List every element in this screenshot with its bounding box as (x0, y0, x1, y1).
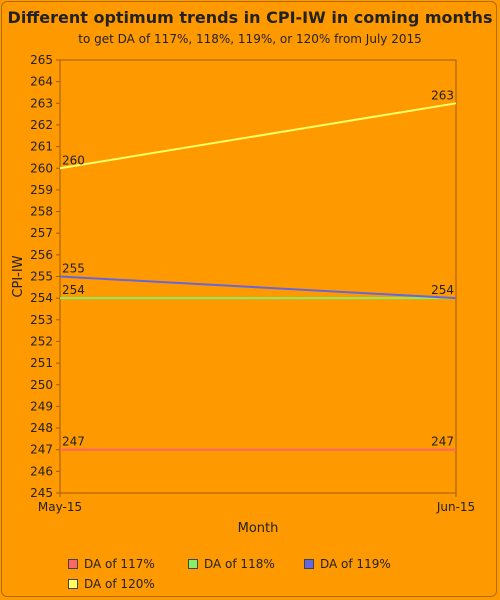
y-tick-label: 260 (30, 161, 53, 175)
y-tick-label: 256 (30, 248, 53, 262)
y-tick-label: 248 (30, 421, 53, 435)
y-tick-label: 262 (30, 118, 53, 132)
data-label: 263 (431, 88, 454, 102)
plot-area (59, 59, 457, 494)
y-tick-label: 255 (30, 270, 53, 284)
series-line (59, 275, 457, 300)
data-label: 255 (62, 262, 85, 276)
y-tick-label: 264 (30, 75, 53, 89)
x-tick-label: Jun-15 (436, 500, 475, 514)
data-label: 254 (431, 283, 454, 297)
x-tick-label: May-15 (38, 500, 82, 514)
data-label: 247 (431, 435, 454, 449)
y-tick-label: 250 (30, 378, 53, 392)
y-axis-label: CPI-IW (11, 255, 26, 297)
y-tick-label: 263 (30, 96, 53, 110)
y-tick-label: 245 (30, 486, 53, 500)
data-label: 260 (62, 153, 85, 167)
y-tick-label: 251 (30, 356, 53, 370)
series-line (59, 102, 457, 170)
y-tick-label: 261 (30, 140, 53, 154)
x-axis-label: Month (238, 521, 279, 536)
y-tick-label: 259 (30, 183, 53, 197)
chart-subtitle: to get DA of 117%, 118%, 119%, or 120% f… (78, 32, 422, 46)
chart-title: Different optimum trends in CPI-IW in co… (7, 8, 493, 27)
data-label: 254 (62, 283, 85, 297)
y-tick-label: 246 (30, 464, 53, 478)
y-tick-label: 252 (30, 334, 53, 348)
y-tick-label: 247 (30, 443, 53, 457)
y-tick-label: 253 (30, 313, 53, 327)
y-tick-label: 254 (30, 291, 53, 305)
y-tick-label: 258 (30, 205, 53, 219)
y-tick-label: 249 (30, 399, 53, 413)
data-label: 247 (62, 435, 85, 449)
y-tick-label: 265 (30, 53, 53, 67)
y-tick-label: 257 (30, 226, 53, 240)
